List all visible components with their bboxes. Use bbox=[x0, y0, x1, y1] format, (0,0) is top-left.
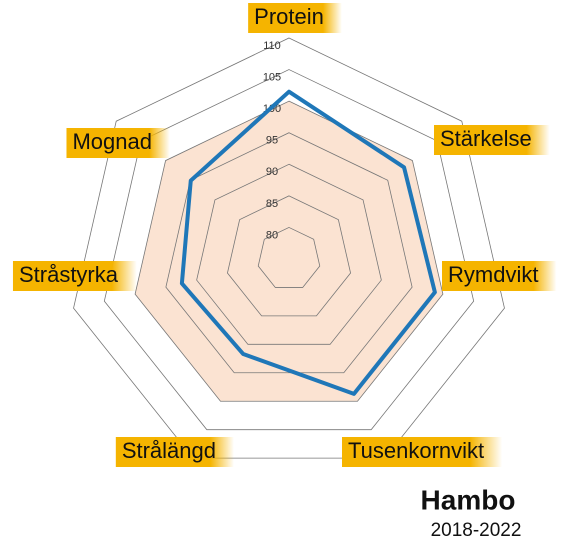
category-label-bg bbox=[434, 125, 550, 155]
category-label-bg bbox=[442, 261, 557, 291]
chart-title: Hambo bbox=[421, 484, 516, 515]
grid-ring bbox=[165, 132, 413, 374]
series-line bbox=[179, 89, 437, 396]
grid-ring bbox=[227, 195, 351, 317]
category-label-bg bbox=[248, 3, 342, 33]
grid-ring bbox=[103, 69, 475, 431]
r-tick-label: 110 bbox=[263, 40, 281, 52]
category-label-bg bbox=[342, 437, 503, 467]
category-label: Rymdvikt bbox=[448, 262, 538, 287]
r-tick-label: 105 bbox=[263, 71, 281, 83]
category-label: Stärkelse bbox=[440, 126, 532, 151]
category-label: Tusenkornvikt bbox=[348, 438, 484, 463]
chart-subtitle: 2018-2022 bbox=[431, 520, 522, 541]
category-label-bg bbox=[12, 261, 137, 291]
category-label: Stråstyrka bbox=[19, 262, 119, 287]
category-label-bg bbox=[66, 128, 170, 158]
category-label-bg bbox=[115, 437, 234, 467]
r-tick-label: 95 bbox=[266, 135, 278, 147]
category-label: Strålängd bbox=[122, 438, 216, 463]
reference-area bbox=[135, 101, 443, 402]
grid-ring bbox=[257, 226, 321, 288]
r-tick-label: 90 bbox=[266, 166, 278, 178]
grid-ring bbox=[134, 100, 444, 402]
r-tick-label: 80 bbox=[266, 229, 278, 241]
grid-ring bbox=[196, 163, 382, 345]
r-tick-label: 85 bbox=[266, 198, 278, 210]
category-label: Protein bbox=[254, 4, 324, 29]
category-label: Mognad bbox=[72, 129, 152, 154]
